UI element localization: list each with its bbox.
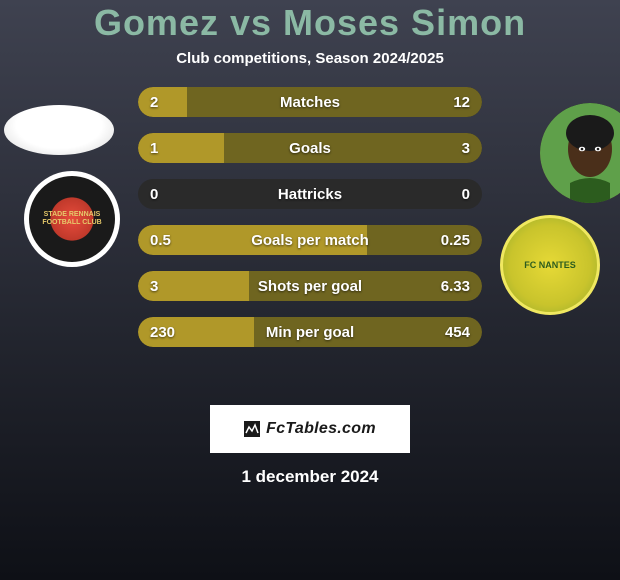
page-title: Gomez vs Moses Simon [0,2,620,44]
player2-club-logo: FC NANTES [500,215,600,315]
brand-logo-icon [244,421,260,437]
stat-value-right: 0.25 [429,232,482,249]
stat-value-right: 3 [450,140,482,157]
stat-value-right: 0 [450,186,482,203]
date-text: 1 december 2024 [0,467,620,487]
stat-label: Hattricks [138,186,482,203]
stat-rows: 2Matches12 1Goals3 0Hattricks0 0.5Goals per… [138,87,482,363]
brand-badge: FcTables.com [210,405,410,453]
stat-value-left: 0 [138,186,170,203]
stat-row: 3Shots per goal6.33 [138,271,482,301]
stat-value-left: 230 [138,324,187,341]
player1-avatar [4,105,114,155]
subtitle: Club competitions, Season 2024/2025 [0,50,620,67]
stat-value-right: 6.33 [429,278,482,295]
stat-row: 0Hattricks0 [138,179,482,209]
club2-label: FC NANTES [524,260,576,271]
stat-row: 0.5Goals per match0.25 [138,225,482,255]
stat-fill-right [224,133,482,163]
player1-club-logo: STADE RENNAIS FOOTBALL CLUB [24,171,120,267]
stat-value-right: 12 [441,94,482,111]
stat-value-left: 3 [138,278,170,295]
content: Gomez vs Moses Simon Club competitions, … [0,0,620,580]
stat-value-left: 0.5 [138,232,183,249]
comparison-area: STADE RENNAIS FOOTBALL CLUB FC NANTES 2M… [0,87,620,387]
stat-value-left: 2 [138,94,170,111]
player2-portrait-icon [540,103,620,203]
stat-row: 2Matches12 [138,87,482,117]
stat-value-left: 1 [138,140,170,157]
club1-label: STADE RENNAIS FOOTBALL CLUB [29,176,115,262]
stat-fill-right [187,87,482,117]
player2-avatar [540,103,620,203]
stat-row: 230Min per goal454 [138,317,482,347]
stat-value-right: 454 [433,324,482,341]
brand-text: FcTables.com [266,420,376,438]
stat-row: 1Goals3 [138,133,482,163]
